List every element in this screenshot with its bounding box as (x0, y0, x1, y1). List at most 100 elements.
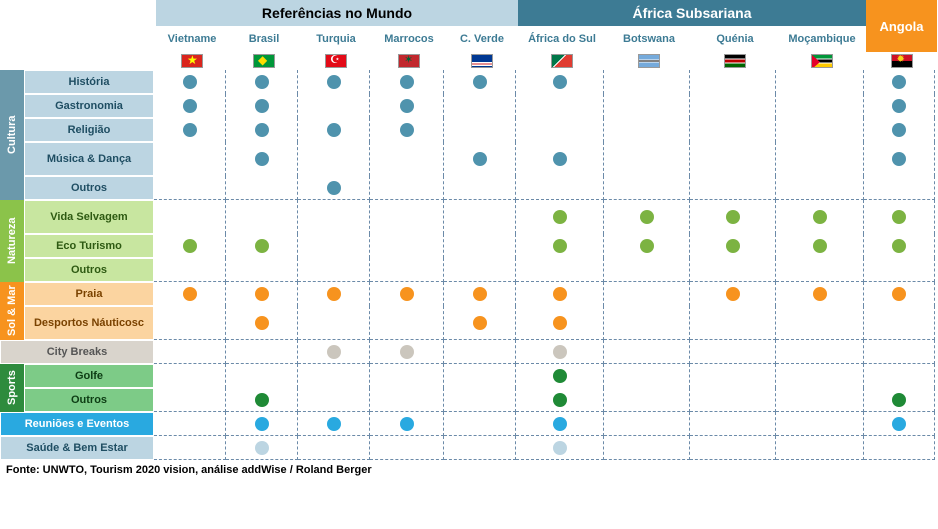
row-label: Outros (24, 176, 154, 200)
matrix-row: Golfe (24, 364, 938, 388)
matrix-cell (604, 364, 690, 388)
dot-icon (553, 210, 567, 224)
matrix-cell (298, 258, 370, 282)
dot-icon (726, 239, 740, 253)
matrix-cell (298, 340, 370, 364)
matrix-cell (226, 142, 298, 176)
country-label-tr: Turquia (300, 26, 372, 52)
header-angola: Angola (866, 0, 937, 52)
matrix-cell (370, 306, 444, 340)
matrix-cell (690, 436, 776, 460)
matrix-cell (298, 388, 370, 412)
matrix-cell (226, 118, 298, 142)
matrix-grid: CulturaHistóriaGastronomiaReligiãoMúsica… (0, 70, 938, 460)
matrix-cell (776, 364, 864, 388)
dot-icon (400, 75, 414, 89)
dot-icon (813, 210, 827, 224)
matrix-cell (444, 340, 516, 364)
dot-icon (813, 287, 827, 301)
flag-row (0, 52, 938, 70)
matrix-cell (604, 142, 690, 176)
category-block-reun: Reuniões e Eventos (0, 412, 938, 436)
matrix-cell (864, 364, 935, 388)
matrix-cell (864, 306, 935, 340)
matrix-cell (516, 306, 604, 340)
flag-ke-icon (724, 54, 746, 68)
matrix-cell (298, 176, 370, 200)
header-group-world: Referências no Mundo (156, 0, 518, 26)
matrix-row: Outros (24, 258, 938, 282)
dot-icon (183, 75, 197, 89)
header-spacer (0, 0, 156, 26)
matrix-cell (864, 118, 935, 142)
matrix-cell (690, 340, 776, 364)
matrix-cell (370, 388, 444, 412)
category-block-saude: Saúde & Bem Estar (0, 436, 938, 460)
header-group-africa: África Subsariana (518, 0, 866, 26)
dot-icon (892, 75, 906, 89)
matrix-row: Vida Selvagem (24, 200, 938, 234)
matrix-cell (154, 234, 226, 258)
flag-cell-br (228, 52, 300, 70)
matrix-cell (690, 200, 776, 234)
matrix-row: Saúde & Bem Estar (0, 436, 938, 460)
matrix-cell (298, 412, 370, 436)
matrix-cell (298, 234, 370, 258)
matrix-cell (516, 412, 604, 436)
matrix-row: Outros (24, 176, 938, 200)
dot-icon (553, 287, 567, 301)
flag-cv-icon (471, 54, 493, 68)
matrix-cell (370, 200, 444, 234)
matrix-cell (776, 200, 864, 234)
dot-icon (327, 123, 341, 137)
matrix-cell (370, 94, 444, 118)
matrix-cell (154, 340, 226, 364)
matrix-cell (154, 200, 226, 234)
flag-bw-icon (638, 54, 660, 68)
category-block-cultura: CulturaHistóriaGastronomiaReligiãoMúsica… (0, 70, 938, 200)
source-text: Fonte: UNWTO, Tourism 2020 vision, análi… (0, 460, 938, 476)
matrix-cell (226, 94, 298, 118)
country-label-ma: Marrocos (372, 26, 446, 52)
matrix-cell (864, 94, 935, 118)
dot-icon (400, 345, 414, 359)
matrix-cell (370, 258, 444, 282)
matrix-cell (516, 258, 604, 282)
flag-cell-ao (866, 52, 937, 70)
matrix-cell (516, 94, 604, 118)
matrix-cell (444, 142, 516, 176)
matrix-cell (226, 200, 298, 234)
matrix-cell (690, 388, 776, 412)
matrix-cell (864, 388, 935, 412)
flag-cell-za (518, 52, 606, 70)
dot-icon (553, 152, 567, 166)
dot-icon (400, 287, 414, 301)
country-label-vn: Vietname (156, 26, 228, 52)
matrix-cell (226, 436, 298, 460)
row-label: Saúde & Bem Estar (0, 436, 154, 460)
country-labels: VietnameBrasilTurquiaMarrocosC. VerdeÁfr… (0, 26, 938, 52)
matrix-cell (298, 282, 370, 306)
matrix-cell (444, 436, 516, 460)
dot-icon (255, 393, 269, 407)
dot-icon (255, 441, 269, 455)
dot-icon (892, 152, 906, 166)
matrix-cell (370, 436, 444, 460)
dot-icon (726, 287, 740, 301)
matrix-cell (776, 412, 864, 436)
matrix-cell (864, 70, 935, 94)
dot-icon (327, 345, 341, 359)
country-label-cv: C. Verde (446, 26, 518, 52)
flag-ma-icon (398, 54, 420, 68)
matrix-cell (516, 282, 604, 306)
matrix-cell (516, 388, 604, 412)
row-label: História (24, 70, 154, 94)
matrix-cell (776, 340, 864, 364)
country-label-ke: Quénia (692, 26, 778, 52)
matrix-cell (690, 234, 776, 258)
matrix-row: Outros (24, 388, 938, 412)
matrix-cell (604, 282, 690, 306)
matrix-cell (298, 70, 370, 94)
category-block-sports: SportsGolfeOutros (0, 364, 938, 412)
row-label: Golfe (24, 364, 154, 388)
